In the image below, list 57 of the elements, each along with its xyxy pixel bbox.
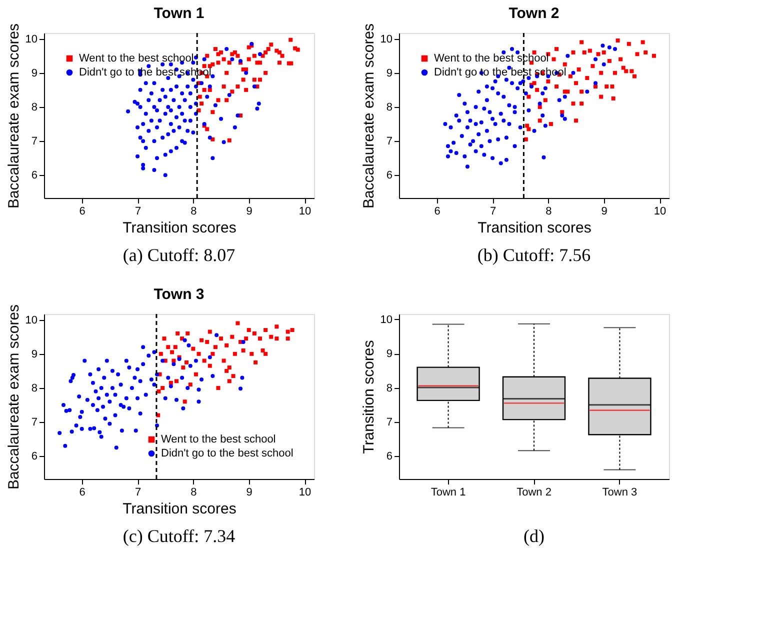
x-axis-title: Transition scores [122,220,236,236]
chart-title: Town 3 [154,286,204,303]
y-tick-label: 6 [386,170,392,182]
x-tick-label: 6 [79,486,86,498]
y-tick-label: 10 [25,314,38,326]
y-tick-label: 8 [31,382,38,394]
y-tick-label: 9 [386,348,392,360]
text: (d) [524,526,544,546]
y-tick-label: 7 [386,416,392,428]
y-tick-label: 10 [380,314,392,326]
y-tick-label: 7 [31,136,38,148]
x-axis-title: Transition scores [122,500,236,518]
y-tick-label: 9 [31,348,38,360]
x-tick-label: Town 2 [516,486,552,498]
chart-title: Town 2 [508,4,560,22]
y-tick-label: 6 [31,170,38,182]
x-tick-label: 10 [298,206,312,218]
x-tick-label: 6 [79,206,86,218]
x-tick-label: 8 [190,486,197,498]
y-tick-label: 8 [386,382,392,394]
y-tick-label: 7 [386,136,392,148]
x-tick-label: 9 [246,486,252,498]
x-tick-label: 10 [298,486,312,498]
x-tick-label: Town 1 [430,486,466,498]
x-tick-label: 8 [546,206,552,218]
legend-label: Didn't go to the best school [161,448,294,460]
x-tick-label: 7 [490,206,496,218]
y-tick-label: 7 [31,416,38,429]
text: (b) Cutoff: 7.56 [477,245,591,265]
chart-title: Town 1 [154,4,204,22]
y-axis-title: Transition scores [360,340,378,454]
y-tick-label: 6 [31,450,38,463]
x-tick-label: 9 [246,206,252,218]
x-tick-label: 9 [601,206,608,218]
x-tick-label: 7 [134,486,142,498]
y-tick-label: 10 [380,33,392,46]
x-tick-label: Town 3 [602,486,638,498]
y-axis-title: Baccalaureate exam scores [5,23,22,209]
y-tick-label: 8 [31,101,38,114]
x-axis-title: Transition scores [478,220,592,236]
y-tick-label: 9 [386,67,392,80]
text: (a) Cutoff: 8.07 [122,245,236,265]
x-tick-label: 8 [190,206,197,218]
legend-label: Went to the best school [79,52,194,64]
y-tick-label: 9 [31,67,38,80]
x-tick-label: 7 [134,206,142,218]
legend-label: Didn't go to the best school [434,66,566,78]
y-tick-label: 6 [386,450,392,463]
y-axis-title: Baccalaureate exam scores [5,304,22,490]
y-tick-label: 8 [386,101,392,114]
legend-label: Went to the best school [434,52,549,64]
legend-label: Went to the best school [161,434,276,446]
y-axis-title: Baccalaureate exam scores [360,23,378,209]
x-tick-label: 6 [434,206,440,218]
text: (c) Cutoff: 7.34 [122,526,236,546]
y-tick-label: 10 [25,33,38,46]
x-tick-label: 10 [654,206,666,218]
